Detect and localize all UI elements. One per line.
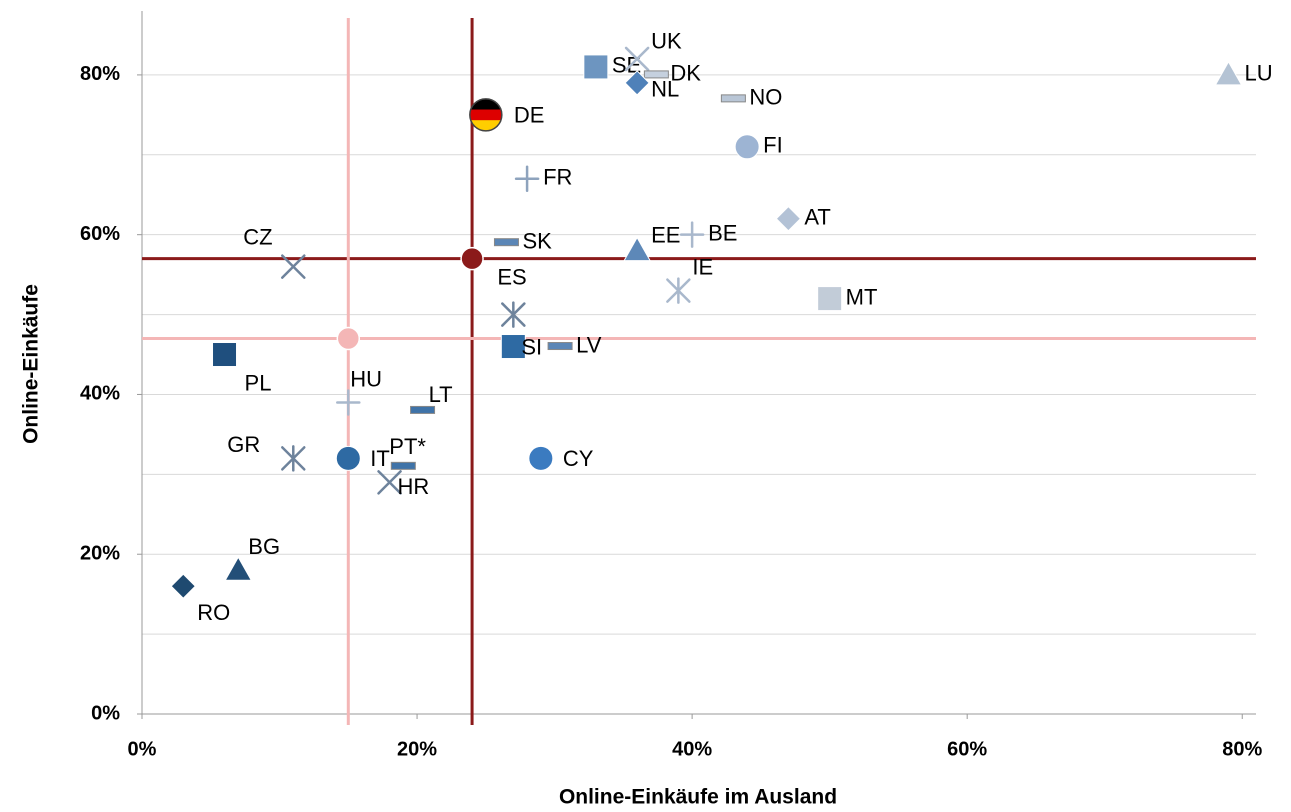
point-label: SI [521, 334, 542, 359]
point-label: PT* [389, 434, 426, 459]
point-label: LU [1244, 61, 1272, 86]
flag-stripe [469, 120, 502, 131]
point-label: FI [763, 133, 783, 158]
marker-stroke [281, 254, 306, 279]
x-tick-label: 20% [397, 738, 437, 760]
marker [336, 389, 361, 416]
point-label: DE [514, 103, 545, 128]
flag-stripe [469, 109, 502, 121]
marker [643, 70, 669, 79]
point-label: AT [804, 205, 830, 230]
point-label: DK [670, 61, 701, 86]
marker [666, 277, 691, 304]
marker [390, 461, 416, 470]
point-label: BG [248, 534, 280, 559]
marker [775, 205, 802, 232]
flag-stripe [469, 98, 502, 111]
marker [500, 334, 526, 360]
marker [170, 573, 196, 599]
marker [514, 165, 540, 193]
point-label: SK [522, 228, 552, 253]
point-label: HU [350, 366, 382, 391]
point-label: ES [497, 264, 526, 289]
marker [679, 221, 705, 248]
point-label: BE [708, 220, 737, 245]
point-label: HR [398, 474, 430, 499]
reference-point [460, 246, 484, 271]
marker [469, 98, 503, 132]
point-label: LT [429, 382, 453, 407]
marker [501, 301, 526, 328]
marker [212, 342, 238, 368]
y-tick-label: 40% [80, 383, 120, 405]
marker [377, 470, 402, 495]
marker [623, 236, 651, 262]
point-label: GR [227, 432, 260, 457]
y-tick-label: 80% [80, 63, 120, 85]
point-label: RO [197, 600, 230, 625]
x-axis-title: Online-Einkäufe im Ausland [559, 786, 837, 809]
marker-stroke [624, 46, 650, 72]
point-label: FR [543, 165, 572, 190]
y-tick-label: 0% [91, 702, 120, 724]
point-label: CY [563, 446, 594, 471]
y-tick-label: 60% [80, 223, 120, 245]
marker [817, 286, 843, 312]
reference-point [336, 326, 361, 351]
marker [624, 46, 650, 72]
point-label: IT [370, 446, 390, 471]
marker [335, 445, 361, 471]
x-tick-label: 40% [672, 738, 712, 760]
flag-rim [469, 98, 503, 132]
point-label: PL [245, 370, 272, 395]
marker [528, 445, 554, 471]
point-label: NL [651, 77, 679, 102]
marker [281, 254, 306, 279]
marker [224, 556, 253, 581]
y-axis-title: Online-Einkäufe [20, 284, 43, 444]
point-label: EE [651, 222, 680, 247]
point-label: UK [651, 29, 682, 54]
marker [734, 134, 760, 160]
point-label: CZ [243, 224, 272, 249]
point-label: NO [749, 85, 782, 110]
point-label: IE [692, 254, 713, 279]
y-tick-label: 20% [80, 543, 120, 565]
marker [493, 238, 519, 247]
marker [583, 54, 609, 80]
marker [281, 445, 306, 472]
marker [720, 94, 746, 103]
x-tick-label: 60% [947, 738, 987, 760]
point-label: MT [846, 284, 878, 309]
marker [547, 342, 573, 351]
marker [1214, 60, 1243, 86]
marker [410, 405, 436, 414]
marker-stroke [377, 470, 402, 495]
point-label: LV [576, 332, 602, 357]
marker [624, 70, 650, 96]
x-tick-label: 0% [128, 738, 157, 760]
x-tick-label: 80% [1222, 738, 1262, 760]
